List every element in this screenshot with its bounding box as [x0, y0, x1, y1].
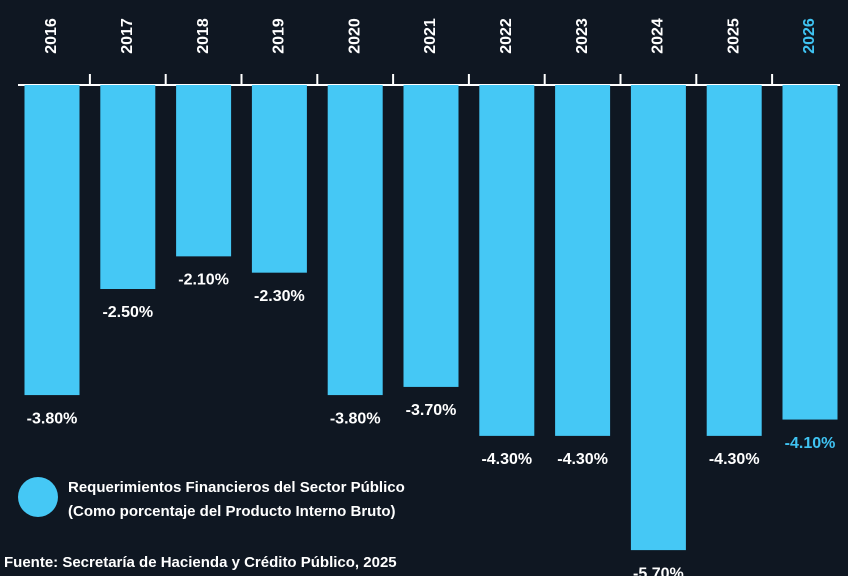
legend-label: Requerimientos Financieros del Sector Pú…	[68, 479, 405, 496]
x-tick-label: 2021	[422, 18, 439, 54]
x-tick-label: 2022	[498, 18, 515, 54]
bar	[479, 85, 535, 436]
x-tick-label: 2024	[650, 18, 667, 54]
x-tick-label: 2018	[195, 18, 212, 54]
x-tick-label: 2016	[43, 18, 60, 54]
value-label: -2.30%	[254, 288, 305, 305]
bar	[100, 85, 156, 289]
bar	[403, 85, 459, 387]
bar	[555, 85, 611, 436]
bar	[782, 85, 838, 420]
x-tick-label: 2023	[574, 18, 591, 54]
x-tick-label: 2020	[346, 18, 363, 54]
source: Fuente: Secretaría de Hacienda y Crédito…	[4, 554, 397, 571]
value-label: -3.80%	[330, 410, 381, 427]
x-tick-label: 2026	[801, 18, 818, 54]
x-tick-label: 2017	[119, 18, 136, 54]
value-label: -5.70%	[633, 565, 684, 576]
bar	[24, 85, 80, 396]
value-label: -2.10%	[178, 272, 229, 289]
bar	[251, 85, 307, 273]
x-tick-label: 2019	[271, 18, 288, 54]
value-label: -2.50%	[102, 304, 153, 321]
bar	[176, 85, 232, 257]
bar	[327, 85, 383, 396]
value-label: -4.30%	[557, 451, 608, 468]
legend-swatch	[18, 477, 58, 517]
bar	[630, 85, 686, 551]
legend-label: (Como porcentaje del Producto Interno Br…	[68, 503, 396, 520]
bar	[706, 85, 762, 436]
value-label: -4.30%	[481, 451, 532, 468]
value-label: -4.30%	[709, 451, 760, 468]
x-tick-label: 2025	[725, 18, 742, 54]
value-label: -3.80%	[27, 410, 78, 427]
value-label: -4.10%	[785, 435, 836, 452]
value-label: -3.70%	[406, 402, 457, 419]
